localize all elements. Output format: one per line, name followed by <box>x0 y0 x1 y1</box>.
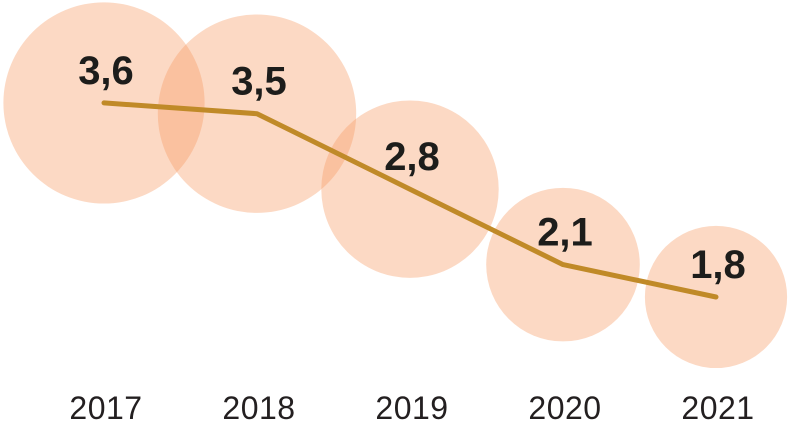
year-label-2018: 2018 <box>222 390 295 425</box>
year-labels-layer: 2017 2018 2019 2020 2021 <box>69 390 754 425</box>
year-label-2017: 2017 <box>69 390 142 425</box>
value-label-2017: 3,6 <box>78 49 134 93</box>
value-labels-layer: 3,6 3,5 2,8 2,1 1,8 <box>78 49 746 287</box>
value-label-2019: 2,8 <box>384 135 440 179</box>
value-label-2021: 1,8 <box>690 243 746 287</box>
year-label-2019: 2019 <box>375 390 448 425</box>
year-label-2020: 2020 <box>528 390 601 425</box>
year-label-2021: 2021 <box>681 390 754 425</box>
value-label-2020: 2,1 <box>537 211 593 255</box>
trend-line-layer <box>101 100 719 300</box>
trend-line <box>101 100 719 300</box>
value-label-2018: 3,5 <box>231 60 287 104</box>
